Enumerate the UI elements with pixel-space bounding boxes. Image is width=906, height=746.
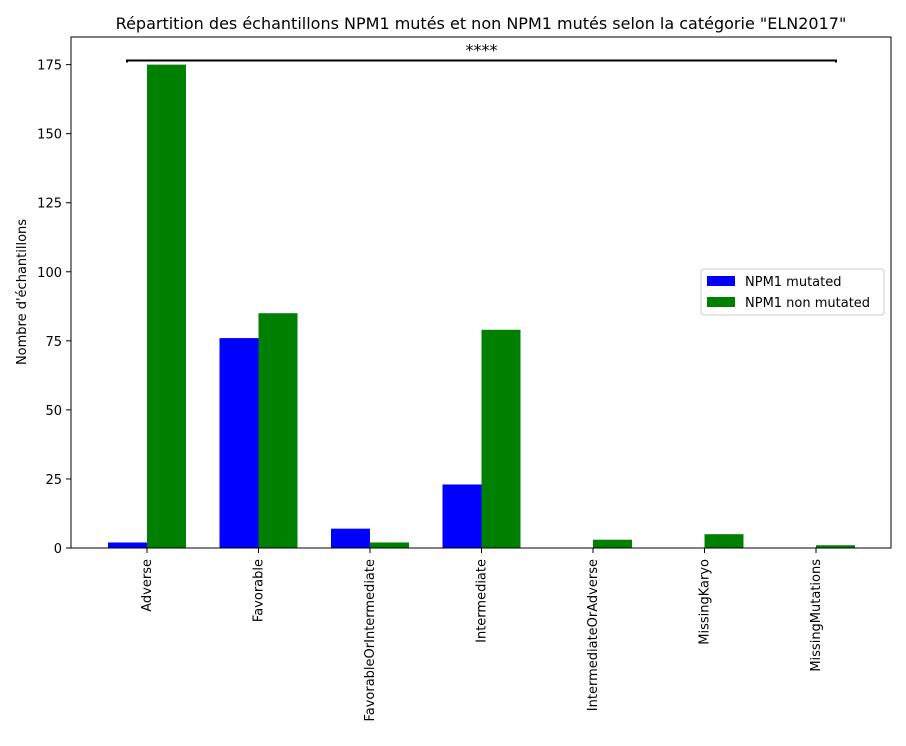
chart-title: Répartition des échantillons NPM1 mutés …: [116, 14, 847, 33]
x-tick-label-adverse: Adverse: [140, 559, 155, 612]
bar-npm1-non-mutated-missingmutations: [816, 545, 855, 548]
bar-npm1-non-mutated-missingkaryo: [704, 534, 744, 548]
legend-box: [700, 268, 885, 316]
x-tick-label-intermediate: Intermediate: [475, 559, 490, 643]
significance-annotation: ****: [126, 40, 837, 63]
legend-swatch-npm1-mutated: [707, 276, 735, 286]
legend-swatch-npm1-non-mutated: [707, 297, 735, 307]
bar-npm1-non-mutated-intermediate: [481, 329, 521, 548]
y-tick-label: 125: [37, 197, 62, 212]
x-tick-label-intermediateoradverse: IntermediateOrAdverse: [586, 559, 601, 711]
bar-npm1-mutated-adverse: [108, 542, 147, 548]
y-tick-label: 50: [45, 404, 62, 419]
legend: NPM1 mutated NPM1 non mutated: [700, 268, 885, 316]
y-axis-label: Nombre d'échantillons: [15, 219, 30, 365]
bars-layer: [108, 64, 855, 549]
bar-npm1-non-mutated-intermediateoradverse: [593, 539, 632, 548]
bar-npm1-mutated-favorableorintermediate: [331, 528, 370, 548]
bar-npm1-non-mutated-favorableorintermediate: [370, 542, 409, 548]
y-tick-label: 100: [37, 266, 62, 281]
legend-label-npm1-mutated: NPM1 mutated: [745, 275, 842, 290]
bar-npm1-non-mutated-adverse: [147, 64, 186, 549]
x-tick-label-favorableorintermediate: FavorableOrIntermediate: [363, 559, 378, 722]
x-tick-label-missingmutations: MissingMutations: [809, 559, 824, 672]
significance-bracket: [126, 59, 837, 63]
y-tick-label: 25: [45, 473, 62, 488]
axes-layer: 0 25 50 75 100 125 150 175 Adverse Favorable Favor…: [37, 36, 892, 722]
y-tick-label: 75: [45, 335, 62, 350]
x-tick-label-favorable: Favorable: [252, 559, 267, 622]
y-tick-label: 0: [54, 542, 62, 557]
y-tick-label: 150: [37, 128, 62, 143]
bar-npm1-mutated-intermediate: [442, 484, 482, 548]
legend-label-npm1-non-mutated: NPM1 non mutated: [745, 296, 870, 311]
x-tick-label-missingkaryo: MissingKaryo: [698, 559, 713, 645]
significance-label: ****: [466, 40, 498, 59]
bar-npm1-non-mutated-favorable: [258, 313, 298, 548]
y-tick-label: 175: [37, 59, 62, 74]
bar-npm1-mutated-favorable: [219, 338, 259, 548]
